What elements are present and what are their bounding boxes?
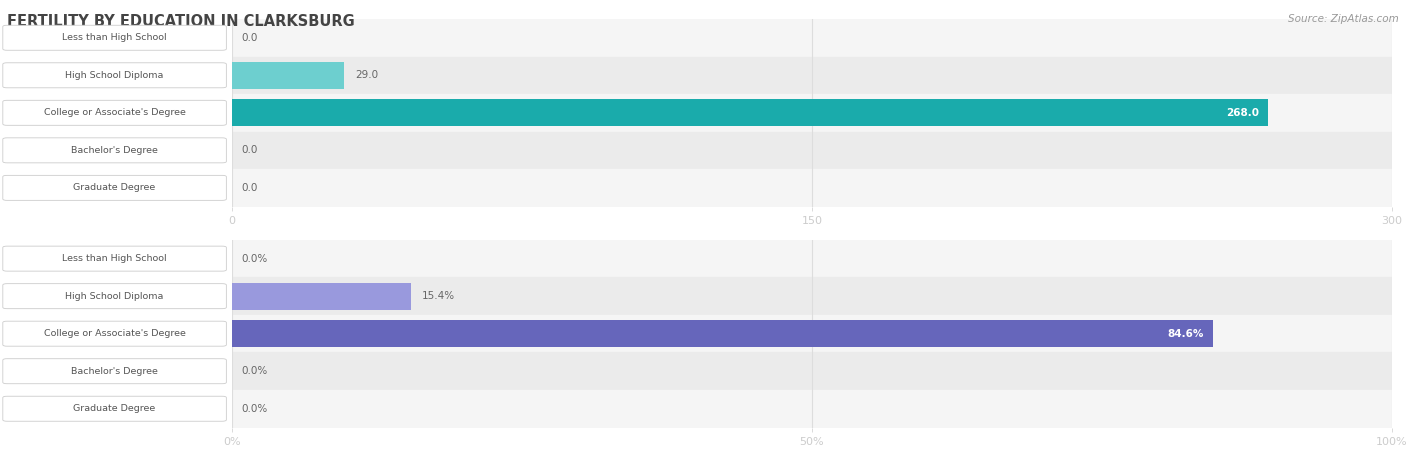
Text: Graduate Degree: Graduate Degree: [73, 183, 156, 192]
Text: 29.0: 29.0: [356, 70, 378, 80]
Text: 84.6%: 84.6%: [1167, 329, 1204, 339]
Text: 0.0%: 0.0%: [242, 366, 267, 376]
Text: 0.0: 0.0: [242, 145, 257, 155]
Bar: [232, 315, 1392, 352]
Text: Bachelor's Degree: Bachelor's Degree: [72, 367, 157, 376]
Text: 0.0: 0.0: [242, 33, 257, 43]
Text: College or Associate's Degree: College or Associate's Degree: [44, 329, 186, 338]
Text: 15.4%: 15.4%: [422, 291, 456, 301]
Bar: [232, 57, 1392, 94]
Bar: [232, 94, 1392, 132]
Bar: [232, 390, 1392, 428]
Text: Less than High School: Less than High School: [62, 33, 167, 42]
Bar: [232, 240, 1392, 277]
Text: 0.0: 0.0: [242, 183, 257, 193]
Text: 0.0%: 0.0%: [242, 254, 267, 264]
Bar: [232, 352, 1392, 390]
Text: Graduate Degree: Graduate Degree: [73, 404, 156, 413]
Text: Source: ZipAtlas.com: Source: ZipAtlas.com: [1288, 14, 1399, 24]
Bar: [232, 283, 411, 310]
Bar: [232, 132, 1392, 169]
Text: 0.0%: 0.0%: [242, 404, 267, 414]
Bar: [232, 99, 1268, 126]
Text: Bachelor's Degree: Bachelor's Degree: [72, 146, 157, 155]
Text: High School Diploma: High School Diploma: [66, 292, 163, 301]
Text: FERTILITY BY EDUCATION IN CLARKSBURG: FERTILITY BY EDUCATION IN CLARKSBURG: [7, 14, 354, 29]
Bar: [232, 19, 1392, 57]
Text: High School Diploma: High School Diploma: [66, 71, 163, 80]
Text: Less than High School: Less than High School: [62, 254, 167, 263]
Bar: [232, 320, 1213, 347]
Bar: [232, 62, 344, 89]
Bar: [232, 169, 1392, 207]
Text: 268.0: 268.0: [1226, 108, 1258, 118]
Text: College or Associate's Degree: College or Associate's Degree: [44, 108, 186, 117]
Bar: [232, 277, 1392, 315]
